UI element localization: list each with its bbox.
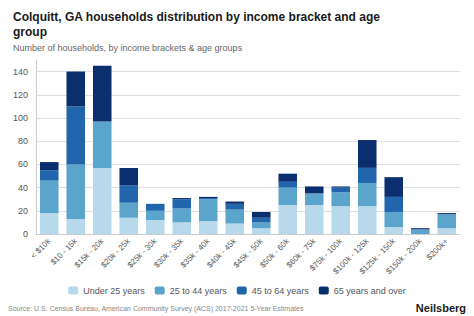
svg-text:120: 120 — [13, 90, 28, 100]
svg-text:Colquitt, GA households distri: Colquitt, GA households distribution by … — [13, 10, 380, 24]
svg-text:80: 80 — [18, 136, 28, 146]
svg-text:$25k - 30k: $25k - 30k — [125, 236, 159, 270]
svg-text:0: 0 — [23, 229, 28, 239]
svg-text:140: 140 — [13, 67, 28, 77]
svg-text:$50k - 60k: $50k - 60k — [258, 236, 291, 270]
svg-text:45 to 64 years: 45 to 64 years — [252, 286, 310, 296]
svg-text:$20k - 25k: $20k - 25k — [99, 236, 132, 270]
svg-text:$150k - 200k: $150k - 200k — [384, 237, 423, 276]
svg-text:$200k+: $200k+ — [425, 237, 450, 262]
svg-text:$125k - 150k: $125k - 150k — [357, 236, 397, 276]
svg-text:Neilsberg: Neilsberg — [416, 302, 466, 314]
svg-text:$10 - 15k: $10 - 15k — [49, 236, 79, 267]
svg-text:40: 40 — [18, 183, 28, 193]
svg-text:$75k - 100k: $75k - 100k — [308, 236, 344, 273]
svg-text:group: group — [13, 25, 47, 39]
svg-text:$40k - 45k: $40k - 45k — [205, 236, 238, 270]
svg-text:$15k - 20k: $15k - 20k — [72, 236, 106, 270]
svg-text:65 years and over: 65 years and over — [334, 286, 406, 296]
svg-text:25 to 44 years: 25 to 44 years — [170, 286, 228, 296]
svg-text:$35k - 40k: $35k - 40k — [178, 236, 212, 270]
svg-text:Source: U.S. Census Bureau, Am: Source: U.S. Census Bureau, American Com… — [8, 305, 304, 313]
svg-text:$100k - 125k: $100k - 125k — [331, 236, 371, 276]
svg-text:Under 25 years: Under 25 years — [83, 286, 145, 296]
svg-text:< $10k: < $10k — [29, 237, 52, 260]
svg-text:60: 60 — [18, 159, 28, 169]
svg-text:$45k - 50k: $45k - 50k — [231, 236, 265, 270]
svg-text:$60k - 75k: $60k - 75k — [284, 236, 318, 270]
svg-text:$30k - 35k: $30k - 35k — [152, 236, 185, 270]
svg-text:100: 100 — [13, 113, 28, 123]
svg-text:Number of households, by incom: Number of households, by income brackets… — [13, 43, 243, 53]
svg-text:20: 20 — [18, 206, 28, 216]
